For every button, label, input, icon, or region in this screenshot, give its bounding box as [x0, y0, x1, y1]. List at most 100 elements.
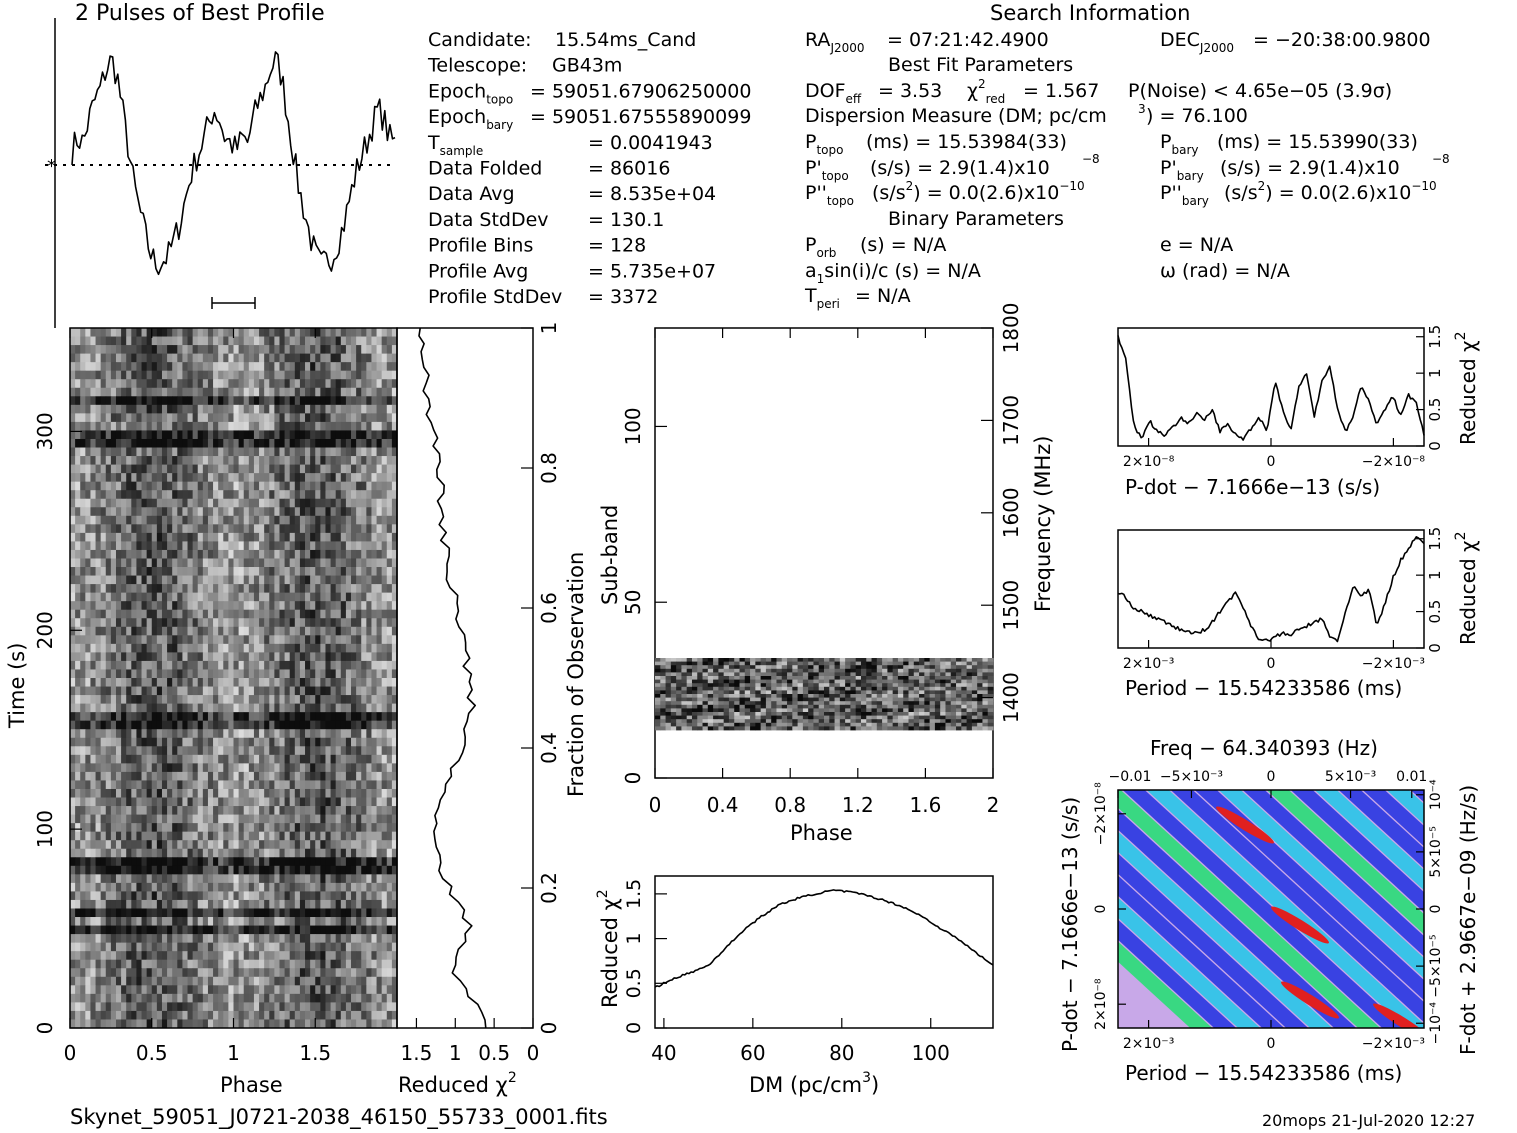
time-phase-cell	[75, 370, 81, 380]
time-phase-cell	[233, 771, 240, 781]
time-phase-cell	[197, 729, 204, 739]
time-phase-cell	[238, 660, 245, 670]
time-phase-cell	[310, 464, 316, 474]
time-phase-cell	[223, 524, 229, 534]
time-phase-cell	[207, 831, 214, 841]
time-phase-cell	[356, 806, 362, 815]
time-phase-cell	[218, 626, 224, 636]
time-phase-cell	[218, 532, 224, 542]
time-phase-cell	[192, 797, 199, 807]
time-phase-cell	[95, 925, 102, 935]
time-phase-cell	[197, 857, 204, 867]
time-phase-cell	[110, 532, 117, 542]
time-phase-cell	[279, 968, 285, 978]
time-phase-cell	[315, 840, 321, 850]
time-phase-cell	[192, 848, 199, 858]
time-phase-cell	[320, 780, 326, 790]
time-phase-cell	[335, 430, 342, 440]
time-phase-cell	[141, 780, 148, 790]
dm-value: ) = 76.100	[1146, 105, 1248, 127]
time-phase-cell	[335, 379, 342, 389]
time-phase-cell	[366, 754, 372, 764]
time-phase-cell	[243, 438, 250, 448]
time-phase-cell	[294, 823, 301, 833]
time-phase-cell	[182, 874, 188, 884]
time-phase-cell	[70, 857, 76, 867]
time-phase-cell	[294, 635, 301, 645]
time-phase-cell	[167, 609, 173, 619]
time-phase-cell	[70, 746, 76, 756]
time-phase-cell	[187, 951, 194, 961]
time-phase-cell	[340, 515, 347, 525]
time-phase-cell	[207, 908, 214, 918]
time-phase-cell	[192, 729, 199, 739]
time-phase-cell	[381, 968, 388, 978]
time-phase-cell	[146, 797, 153, 807]
time-phase-cell	[315, 456, 321, 465]
time-phase-cell	[284, 771, 291, 781]
time-phase-cell	[218, 498, 224, 508]
time-phase-cell	[167, 430, 173, 440]
time-phase-cell	[305, 686, 311, 696]
time-phase-cell	[238, 934, 245, 944]
time-phase-cell	[223, 507, 229, 517]
time-phase-cell	[167, 558, 173, 568]
time-phase-cell	[126, 532, 132, 542]
time-phase-cell	[325, 814, 331, 824]
time-phase-cell	[136, 370, 142, 380]
info-left-value: = 130.1	[588, 209, 664, 231]
time-phase-cell	[305, 524, 311, 534]
time-phase-cell	[187, 848, 194, 858]
time-phase-cell	[228, 592, 234, 602]
time-phase-cell	[105, 720, 112, 730]
time-phase-cell	[284, 345, 291, 355]
time-phase-cell	[192, 686, 199, 696]
time-phase-cell	[126, 763, 132, 773]
time-phase-cell	[131, 925, 137, 935]
time-phase-cell	[238, 942, 245, 952]
time-phase-cell	[294, 806, 301, 815]
time-phase-cell	[320, 908, 326, 918]
time-phase-cell	[100, 507, 107, 517]
time-phase-cell	[136, 345, 142, 355]
time-phase-cell	[340, 780, 347, 790]
time-phase-cell	[310, 857, 316, 867]
time-phase-cell	[177, 447, 183, 457]
time-phase-cell	[151, 626, 158, 636]
time-phase-cell	[243, 882, 250, 892]
time-phase-cell	[330, 695, 337, 705]
time-phase-cell	[110, 959, 117, 969]
time-phase-cell	[243, 532, 250, 542]
time-phase-cell	[80, 404, 86, 414]
time-phase-cell	[115, 567, 122, 576]
time-phase-cell	[259, 840, 265, 850]
time-phase-cell	[381, 447, 388, 457]
time-phase-cell	[121, 387, 127, 397]
time-phase-cell	[294, 592, 301, 602]
time-phase-cell	[330, 498, 337, 508]
time-phase-cell	[243, 660, 250, 670]
time-phase-cell	[248, 874, 255, 884]
time-phase-cell	[213, 635, 219, 645]
time-phase-cell	[233, 549, 240, 559]
time-phase-cell	[381, 438, 388, 448]
time-phase-cell	[243, 797, 250, 807]
time-phase-cell	[100, 695, 107, 705]
time-phase-cell	[269, 490, 275, 500]
time-phase-cell	[320, 447, 326, 457]
time-phase-cell	[233, 814, 240, 824]
time-phase-cell	[320, 857, 326, 867]
time-phase-cell	[100, 592, 107, 602]
time-phase-cell	[325, 729, 331, 739]
time-phase-cell	[386, 908, 393, 918]
time-phase-cell	[228, 328, 234, 337]
time-phase-cell	[315, 396, 321, 406]
time-phase-cell	[299, 831, 306, 841]
time-phase-cell	[202, 823, 209, 833]
time-phase-cell	[289, 558, 296, 568]
time-phase-cell	[182, 908, 188, 918]
time-phase-cell	[284, 532, 291, 542]
time-phase-cell	[330, 447, 337, 457]
time-phase-cell	[386, 712, 393, 722]
time-phase-cell	[167, 353, 173, 363]
